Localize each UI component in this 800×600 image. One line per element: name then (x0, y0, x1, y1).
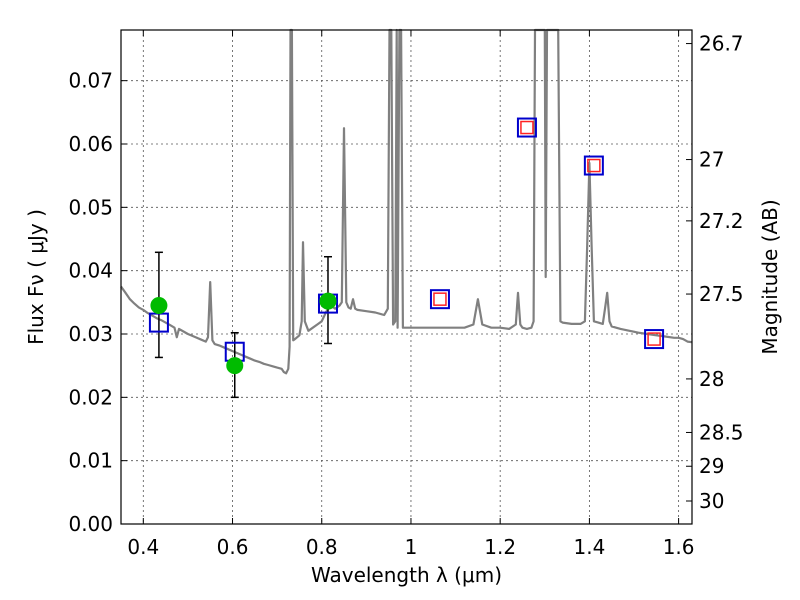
y-tick-label: 0.02 (68, 385, 113, 409)
x-tick-label: 0.4 (127, 535, 159, 559)
y-axis-label: Flux Fν ( μJy ) (24, 209, 48, 345)
grid (121, 30, 692, 525)
model-phot-inner-square (520, 120, 534, 135)
right-tick-label: 28 (699, 367, 724, 391)
right-tick-label: 28.5 (699, 420, 744, 444)
y-tick-label: 0.06 (68, 132, 113, 156)
x-tick-label: 1.6 (663, 535, 695, 559)
model-phot-square (644, 329, 665, 350)
model-phot-square (583, 155, 604, 176)
x-axis-label: Wavelength λ (μm) (311, 563, 502, 587)
y-tick-label: 0.00 (68, 512, 113, 536)
model-phot-square (429, 289, 450, 310)
right-tick-label: 29 (699, 454, 724, 478)
model-phot-inner-square (433, 292, 447, 306)
observed-point (319, 292, 337, 310)
y-tick-label: 0.01 (68, 449, 113, 473)
observed-point (150, 297, 168, 314)
spectrum-series (120, 28, 693, 375)
marker-series (148, 117, 665, 375)
x-tick-label: 1.2 (484, 535, 516, 559)
x-tick-label: 0.6 (217, 535, 249, 559)
model-phot-inner-square (587, 158, 601, 173)
right-tick-label: 27.2 (699, 209, 744, 233)
plot-frame (120, 29, 693, 525)
observed-point (226, 357, 244, 375)
x-tick-label: 1 (405, 535, 418, 559)
y-tick-label: 0.04 (68, 259, 113, 283)
model-phot-inner-square (647, 332, 661, 346)
y-tick-label: 0.05 (68, 195, 113, 219)
x-tick-label: 1.4 (573, 535, 605, 559)
axes: 0.4 0.6 0.8 1 1.2 1.4 1.6 0.00 0.01 0.02 0.03 0.04 0… (68, 30, 744, 559)
model-phot-square (516, 117, 537, 138)
right-tick-label: 27 (699, 148, 724, 172)
right-tick-label: 27.5 (699, 282, 744, 306)
right-tick-label: 30 (699, 489, 724, 513)
x-tick-label: 0.8 (306, 535, 338, 559)
y-tick-label: 0.03 (68, 322, 113, 346)
y-tick-label: 0.07 (68, 69, 113, 93)
right-axis-label: Magnitude (AB) (758, 199, 782, 354)
right-tick-label: 26.7 (699, 32, 744, 56)
spectrum-line (120, 28, 693, 375)
